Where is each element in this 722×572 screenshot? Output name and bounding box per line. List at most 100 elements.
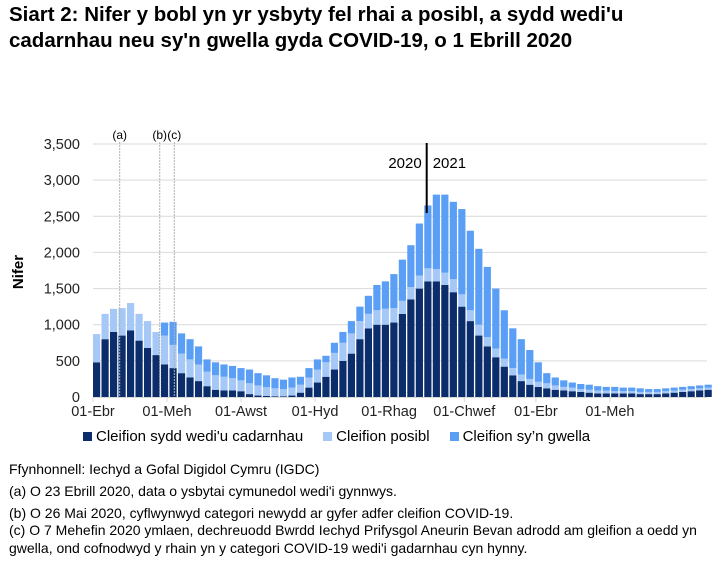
bar-possible [560, 386, 568, 391]
legend-item: Cleifion sydd wedi'u cadarnhau [83, 428, 303, 445]
bar-recovering [194, 346, 203, 365]
bar-confirmed [441, 284, 449, 397]
bar-possible [645, 391, 653, 395]
bar-confirmed [288, 395, 296, 397]
bar-recovering [441, 194, 449, 273]
bar-recovering [347, 321, 356, 334]
bar-recovering [551, 377, 559, 386]
bar-recovering [628, 387, 636, 392]
bar-possible [653, 391, 661, 395]
legend-swatch [83, 432, 92, 441]
bar-possible [483, 337, 491, 347]
y-axis-label: Nifer [10, 255, 27, 289]
y-tick-label: 3,500 [44, 137, 80, 153]
bar-recovering [466, 230, 474, 311]
bar-recovering [636, 388, 644, 392]
bar-possible [670, 390, 678, 393]
bar-confirmed [458, 306, 466, 397]
x-tick-label: 01-Awst [215, 404, 267, 420]
bar-confirmed [568, 391, 576, 397]
bar-recovering [288, 377, 296, 388]
bar-recovering [611, 386, 619, 392]
legend-label: Cleifion posibl [336, 428, 430, 445]
bar-possible [492, 348, 500, 358]
bar-recovering [687, 386, 695, 390]
bar-confirmed [679, 391, 687, 397]
bar-recovering [424, 205, 432, 269]
bar-confirmed [551, 389, 559, 397]
bar-possible [220, 376, 228, 391]
bar-confirmed [143, 347, 152, 397]
bar-possible [407, 287, 415, 300]
bar-recovering [475, 248, 483, 325]
footnote-a: (a) O 23 Ebrill 2020, data o ysbytai cym… [9, 483, 397, 499]
y-tick-label: 500 [56, 354, 80, 370]
bar-recovering [296, 376, 305, 385]
bar-possible [160, 335, 169, 365]
bar-recovering [568, 382, 576, 388]
bar-recovering [262, 375, 271, 388]
bar-confirmed [611, 393, 619, 397]
bar-possible [696, 388, 704, 391]
bar-possible [449, 279, 457, 293]
bar-confirmed [93, 362, 101, 397]
bar-confirmed [373, 324, 381, 397]
annotation-label: (b) [152, 128, 167, 142]
bar-possible [177, 353, 186, 374]
bar-recovering [364, 295, 373, 314]
x-tick-label: 01-Ebr [71, 404, 115, 420]
legend: Cleifion sydd wedi'u cadarnhau Cleifion p… [83, 428, 610, 445]
bar-confirmed [169, 368, 177, 397]
bar-recovering [245, 369, 254, 384]
bar-possible [279, 389, 288, 397]
bar-confirmed [356, 339, 364, 397]
bar-recovering [322, 355, 330, 363]
bar-confirmed [381, 324, 389, 397]
bar-recovering [237, 368, 245, 381]
bar-possible [254, 385, 262, 396]
bar-recovering [670, 387, 678, 391]
bar-possible [687, 389, 695, 392]
bar-confirmed [424, 281, 432, 397]
legend-item: Cleifion posibl [323, 428, 430, 445]
bar-possible [194, 364, 203, 382]
bar-recovering [509, 328, 517, 369]
legend-label: Cleifion sy’n gwella [462, 428, 591, 445]
bar-recovering [560, 380, 568, 387]
bar-possible [262, 387, 271, 396]
bar-recovering [186, 339, 194, 360]
bar-possible [568, 387, 576, 392]
annotation-label: (a) [112, 128, 127, 142]
bar-confirmed [449, 292, 457, 397]
y-tick-label: 1,500 [44, 282, 80, 298]
bar-recovering [534, 362, 542, 382]
bar-confirmed [339, 360, 347, 397]
bar-possible [364, 313, 373, 329]
bar-confirmed [203, 386, 211, 397]
bar-possible [441, 272, 449, 285]
bar-possible [373, 310, 381, 325]
bar-recovering [313, 359, 322, 370]
bar-recovering [483, 266, 491, 338]
bar-recovering [373, 284, 381, 311]
bar-recovering [704, 384, 712, 388]
bar-possible [313, 369, 322, 383]
bar-possible [93, 334, 101, 363]
bar-recovering [662, 388, 670, 392]
bar-recovering [645, 389, 653, 392]
bar-possible [330, 352, 339, 370]
bar-recovering [356, 306, 364, 322]
bar-confirmed [483, 346, 491, 397]
bar-recovering [543, 373, 551, 384]
bar-confirmed [602, 393, 610, 397]
bar-recovering [279, 379, 288, 390]
year-label-2020: 2020 [388, 155, 421, 172]
bar-recovering [177, 333, 186, 354]
bar-confirmed [560, 390, 568, 397]
bar-confirmed [160, 364, 169, 397]
bar-confirmed [585, 392, 593, 397]
bar-possible [509, 368, 517, 376]
bar-recovering [696, 385, 704, 389]
